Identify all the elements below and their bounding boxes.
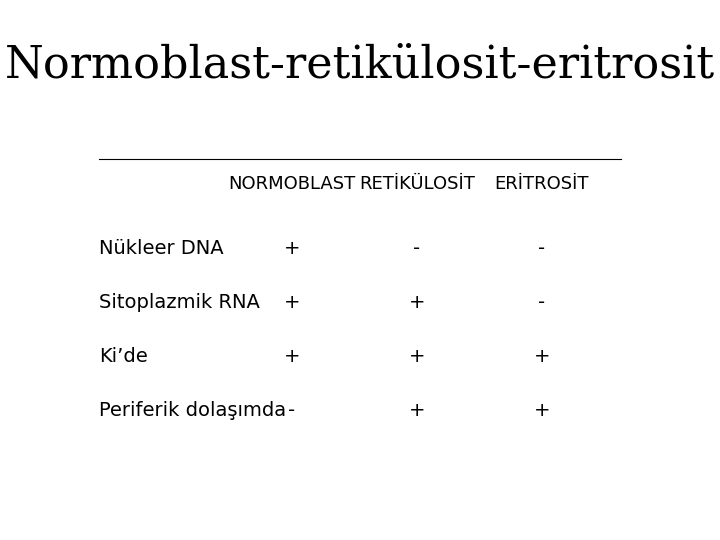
Text: -: - [288,401,295,420]
Text: -: - [538,239,545,258]
Text: Normoblast-retikülosit-eritrosit: Normoblast-retikülosit-eritrosit [5,43,715,86]
Text: Sitoplazmik RNA: Sitoplazmik RNA [99,293,260,312]
Text: Periferik dolaşımda: Periferik dolaşımda [99,401,286,420]
Text: +: + [534,401,550,420]
Text: +: + [408,347,425,366]
Text: +: + [408,293,425,312]
Text: Ki’de: Ki’de [99,347,148,366]
Text: RETİKÜLOSİT: RETİKÜLOSİT [359,174,474,193]
Text: +: + [284,293,300,312]
Text: Nükleer DNA: Nükleer DNA [99,239,223,258]
Text: +: + [534,347,550,366]
Text: ERİTROSİT: ERİTROSİT [495,174,589,193]
Text: -: - [413,239,420,258]
Text: -: - [538,293,545,312]
Text: +: + [284,347,300,366]
Text: +: + [408,401,425,420]
Text: +: + [284,239,300,258]
Text: NORMOBLAST: NORMOBLAST [228,174,356,193]
